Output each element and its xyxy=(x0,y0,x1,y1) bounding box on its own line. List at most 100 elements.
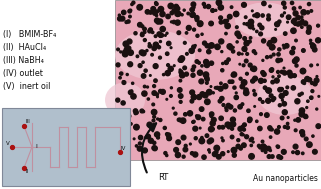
Circle shape xyxy=(242,46,247,51)
Circle shape xyxy=(119,77,121,79)
Circle shape xyxy=(174,148,178,152)
Circle shape xyxy=(184,113,187,116)
Circle shape xyxy=(134,32,137,35)
Circle shape xyxy=(252,50,256,53)
Circle shape xyxy=(199,21,203,25)
Circle shape xyxy=(241,125,244,128)
Circle shape xyxy=(274,129,280,134)
Circle shape xyxy=(269,128,271,131)
Circle shape xyxy=(177,118,181,122)
Circle shape xyxy=(191,12,195,17)
Circle shape xyxy=(157,118,159,120)
Circle shape xyxy=(152,11,157,15)
Circle shape xyxy=(142,61,144,63)
Circle shape xyxy=(242,134,244,136)
Circle shape xyxy=(174,112,177,115)
Circle shape xyxy=(208,149,210,151)
Circle shape xyxy=(123,143,127,147)
Circle shape xyxy=(152,119,155,122)
Circle shape xyxy=(282,149,286,154)
Circle shape xyxy=(196,115,201,120)
Circle shape xyxy=(221,51,223,53)
Circle shape xyxy=(205,78,209,81)
Circle shape xyxy=(258,23,262,27)
Circle shape xyxy=(158,33,163,37)
Circle shape xyxy=(269,55,272,58)
Circle shape xyxy=(151,53,153,56)
Circle shape xyxy=(152,31,154,34)
Circle shape xyxy=(282,71,287,75)
Circle shape xyxy=(170,11,174,15)
Circle shape xyxy=(212,117,216,122)
Circle shape xyxy=(205,82,208,84)
Circle shape xyxy=(144,69,147,72)
Circle shape xyxy=(123,81,125,83)
Circle shape xyxy=(231,147,237,153)
Circle shape xyxy=(254,106,256,107)
Circle shape xyxy=(278,75,280,77)
Circle shape xyxy=(190,12,195,17)
Circle shape xyxy=(279,156,283,159)
Circle shape xyxy=(296,15,300,20)
Circle shape xyxy=(157,46,160,49)
Circle shape xyxy=(231,72,237,77)
Circle shape xyxy=(120,17,122,19)
Circle shape xyxy=(310,64,313,67)
Circle shape xyxy=(145,136,148,139)
Circle shape xyxy=(270,128,273,131)
Circle shape xyxy=(206,89,212,95)
Circle shape xyxy=(247,109,250,112)
Circle shape xyxy=(282,110,287,115)
Circle shape xyxy=(277,70,280,73)
Circle shape xyxy=(269,41,272,44)
Circle shape xyxy=(301,152,304,155)
Circle shape xyxy=(283,12,285,14)
Circle shape xyxy=(153,42,159,47)
Circle shape xyxy=(304,137,308,141)
Circle shape xyxy=(116,63,120,67)
Circle shape xyxy=(276,145,280,148)
Circle shape xyxy=(233,109,237,112)
Circle shape xyxy=(218,86,223,91)
Circle shape xyxy=(148,138,153,143)
Circle shape xyxy=(154,79,157,82)
Circle shape xyxy=(178,94,183,98)
Circle shape xyxy=(291,19,296,24)
Circle shape xyxy=(178,58,182,62)
Circle shape xyxy=(232,153,236,157)
Circle shape xyxy=(191,73,195,77)
Circle shape xyxy=(224,60,228,64)
Circle shape xyxy=(169,95,172,97)
Circle shape xyxy=(300,92,303,95)
Circle shape xyxy=(179,56,185,61)
Circle shape xyxy=(237,34,241,39)
Circle shape xyxy=(280,116,284,120)
Circle shape xyxy=(122,110,126,114)
Circle shape xyxy=(279,93,284,98)
Circle shape xyxy=(175,20,180,25)
Circle shape xyxy=(235,31,240,36)
Circle shape xyxy=(292,18,296,22)
Circle shape xyxy=(219,16,222,20)
Circle shape xyxy=(282,101,286,106)
Circle shape xyxy=(206,5,211,9)
Circle shape xyxy=(205,134,209,137)
FancyArrowPatch shape xyxy=(142,123,156,173)
Circle shape xyxy=(266,88,272,93)
Circle shape xyxy=(202,117,205,121)
Circle shape xyxy=(128,9,131,13)
Circle shape xyxy=(152,46,156,50)
Circle shape xyxy=(221,152,225,156)
Circle shape xyxy=(179,69,181,71)
Circle shape xyxy=(244,90,249,96)
Circle shape xyxy=(155,2,158,6)
Circle shape xyxy=(302,49,305,52)
Circle shape xyxy=(120,16,125,21)
Circle shape xyxy=(170,47,172,49)
Circle shape xyxy=(247,119,252,123)
Circle shape xyxy=(295,99,300,104)
Circle shape xyxy=(209,61,213,65)
Circle shape xyxy=(295,150,299,155)
Circle shape xyxy=(312,47,317,52)
Circle shape xyxy=(308,2,310,6)
